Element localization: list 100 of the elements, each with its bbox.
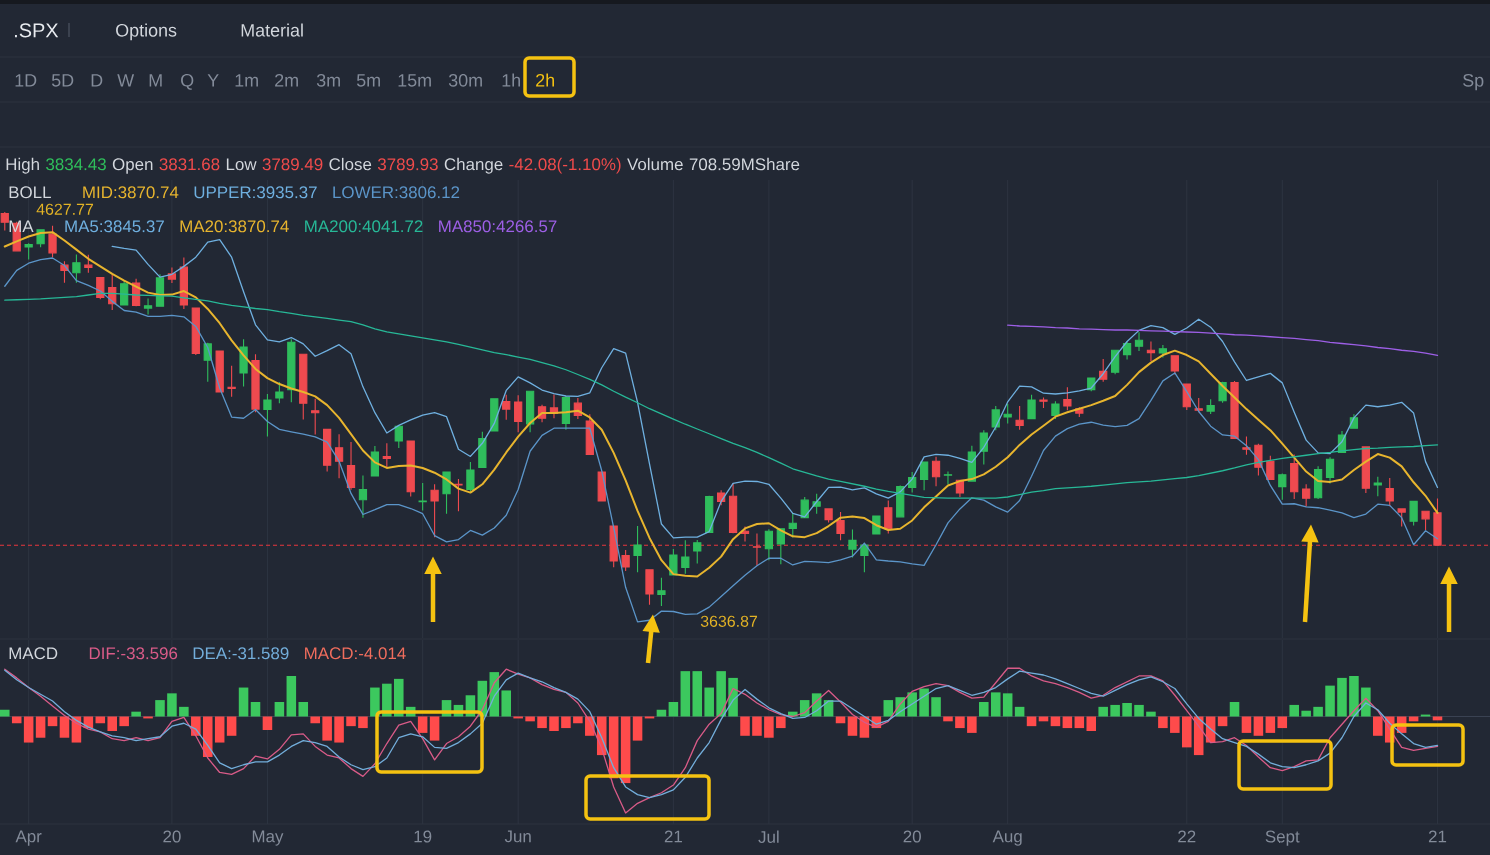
bar (668, 702, 679, 717)
bar (752, 716, 762, 736)
bar (250, 702, 261, 717)
bar (1074, 716, 1085, 729)
bar (1122, 702, 1132, 717)
bar (1110, 704, 1120, 717)
bar (967, 716, 977, 733)
text: DEA:-31.589 (193, 647, 289, 660)
bar (919, 688, 929, 717)
x-tick-label: 21 (664, 830, 682, 843)
bar (1301, 710, 1311, 717)
bar (226, 716, 237, 736)
bar (1086, 716, 1097, 731)
bar (692, 671, 703, 717)
bar (537, 716, 547, 729)
bar (680, 671, 691, 717)
bar (1134, 704, 1144, 717)
bar (298, 702, 309, 717)
bar (1182, 716, 1192, 748)
bar (274, 702, 285, 717)
bar (632, 716, 643, 741)
bar (238, 687, 249, 717)
bar (202, 716, 213, 758)
text: DIF:-33.596 (89, 647, 178, 660)
bar (704, 687, 714, 717)
x-tick-label: Aug (992, 830, 1022, 846)
bar (883, 700, 894, 717)
bar (573, 716, 583, 724)
bar (59, 716, 70, 738)
bar (429, 716, 440, 741)
bar (107, 716, 118, 731)
x-tick-label: Jun (504, 830, 531, 843)
x-tick-label: 20 (163, 830, 181, 843)
bar (1337, 677, 1347, 717)
bar (417, 716, 428, 733)
bar (764, 716, 774, 738)
bar (155, 700, 165, 717)
bar (907, 692, 917, 717)
bar (847, 716, 858, 736)
bar (1373, 716, 1383, 736)
x-tick-label: 20 (903, 830, 921, 843)
bar (1325, 685, 1335, 717)
bar (835, 716, 846, 724)
bar (286, 675, 297, 717)
bar (262, 716, 273, 731)
bar (1277, 716, 1288, 729)
bar (179, 706, 189, 717)
text: MACD (9, 647, 58, 660)
bar (167, 693, 177, 717)
bar (549, 716, 559, 731)
bar (0, 709, 10, 717)
bar (1289, 704, 1299, 717)
series-label: MACD:-4.014 (305, 647, 406, 660)
bar (525, 716, 535, 722)
bar (370, 687, 380, 717)
bar (1038, 716, 1049, 722)
bar (214, 716, 225, 743)
bar (310, 716, 320, 724)
bar (990, 692, 1001, 717)
x-tick-label: May (252, 830, 284, 846)
bar (1253, 716, 1264, 736)
bar (776, 716, 786, 729)
bar (979, 702, 989, 717)
bar (334, 716, 344, 743)
bar (931, 697, 941, 717)
bar (95, 716, 106, 724)
x-tick-label: Apr (15, 830, 42, 846)
x-tick-label: 21 (1428, 830, 1447, 843)
bar (561, 716, 571, 729)
bar (1229, 702, 1240, 717)
bar (716, 671, 726, 717)
bar (1098, 706, 1108, 717)
bar (1349, 675, 1359, 717)
x-tick-label: 22 (1178, 830, 1196, 843)
bar (1432, 716, 1443, 721)
bar (1408, 716, 1419, 722)
bar (1050, 716, 1061, 727)
bar (358, 716, 368, 729)
bar (1241, 716, 1252, 733)
bar (1026, 716, 1037, 727)
bar (23, 716, 34, 743)
bar (955, 716, 965, 729)
bar (35, 716, 46, 738)
bar (1265, 716, 1276, 733)
bar (1002, 693, 1013, 717)
bar (1217, 716, 1228, 727)
bar (322, 716, 332, 741)
bar (346, 716, 356, 727)
x-tick-label: Jul (758, 830, 779, 843)
bar (47, 716, 58, 727)
bar (11, 716, 22, 724)
bar (501, 690, 511, 717)
bar (943, 716, 953, 722)
bar (1158, 716, 1168, 729)
bar (740, 716, 750, 736)
x-tick-label: Sept (1265, 830, 1300, 846)
x-tick-label: 19 (414, 830, 432, 843)
bar (1170, 716, 1180, 733)
bar (1313, 706, 1323, 717)
bar (1062, 716, 1073, 729)
